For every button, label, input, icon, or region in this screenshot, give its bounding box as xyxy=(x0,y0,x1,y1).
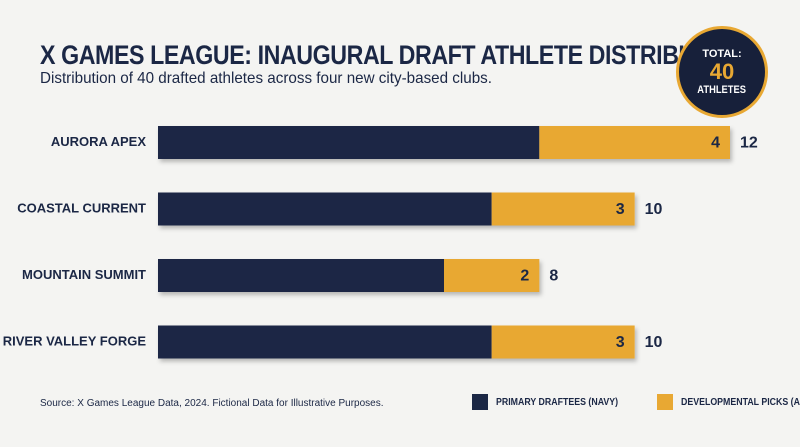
bar-group-aurora-apex xyxy=(158,126,730,159)
bar-group-river-valley-forge xyxy=(158,325,635,359)
bar-segment-aurora-apex-primary xyxy=(158,126,540,159)
legend-swatch-primary xyxy=(472,394,488,410)
bar-segment-coastal-current-primary xyxy=(158,192,492,226)
bar-segment-aurora-apex-developmental xyxy=(539,126,730,159)
bar-value-label-mountain-summit: 2 xyxy=(520,268,529,285)
bar-segment-river-valley-forge-primary xyxy=(158,325,492,359)
bar-total-label-aurora-apex: 12 xyxy=(740,135,758,152)
bar-group-coastal-current xyxy=(158,192,635,226)
bar-value-label-coastal-current: 3 xyxy=(616,201,625,218)
legend-label-developmental: DEVELOPMENTAL PICKS (AMBER) xyxy=(680,396,800,408)
category-label-river-valley-forge: RIVER VALLEY FORGE xyxy=(3,333,147,348)
chart-subtitle: Distribution of 40 drafted athletes acro… xyxy=(40,70,493,87)
bar-group-mountain-summit xyxy=(158,259,540,292)
total-badge-value: 40 xyxy=(709,59,735,84)
chart-legend: PRIMARY DRAFTEES (NAVY) DEVELOPMENTAL PI… xyxy=(472,394,800,410)
bar-segment-coastal-current-developmental xyxy=(491,192,635,226)
legend-item-developmental: DEVELOPMENTAL PICKS (AMBER) xyxy=(656,394,800,410)
bar-total-label-coastal-current: 10 xyxy=(645,201,663,218)
total-badge-unit: ATHLETES xyxy=(697,84,747,96)
total-badge-label: TOTAL: xyxy=(702,48,742,60)
bar-segment-river-valley-forge-developmental xyxy=(491,325,635,359)
bar-segment-mountain-summit-primary xyxy=(158,259,444,292)
category-label-aurora-apex: AURORA APEX xyxy=(51,134,146,149)
source-note: Source: X Games League Data, 2024. Ficti… xyxy=(40,398,384,409)
bar-value-label-river-valley-forge: 3 xyxy=(616,334,625,351)
total-badge: TOTAL: 40 ATHLETES xyxy=(676,26,768,118)
chart-title: X GAMES LEAGUE: INAUGURAL DRAFT ATHLETE … xyxy=(40,40,749,70)
bar-total-label-river-valley-forge: 10 xyxy=(645,334,663,351)
category-label-coastal-current: COASTAL CURRENT xyxy=(17,200,146,215)
bar-segment-mountain-summit-developmental xyxy=(444,259,540,292)
category-label-mountain-summit: MOUNTAIN SUMMIT xyxy=(22,267,146,282)
legend-swatch-developmental xyxy=(656,394,673,410)
bar-total-label-mountain-summit: 8 xyxy=(549,268,558,285)
legend-label-primary: PRIMARY DRAFTEES (NAVY) xyxy=(496,396,619,408)
bar-value-label-aurora-apex: 4 xyxy=(711,135,720,152)
legend-item-primary: PRIMARY DRAFTEES (NAVY) xyxy=(472,394,635,410)
